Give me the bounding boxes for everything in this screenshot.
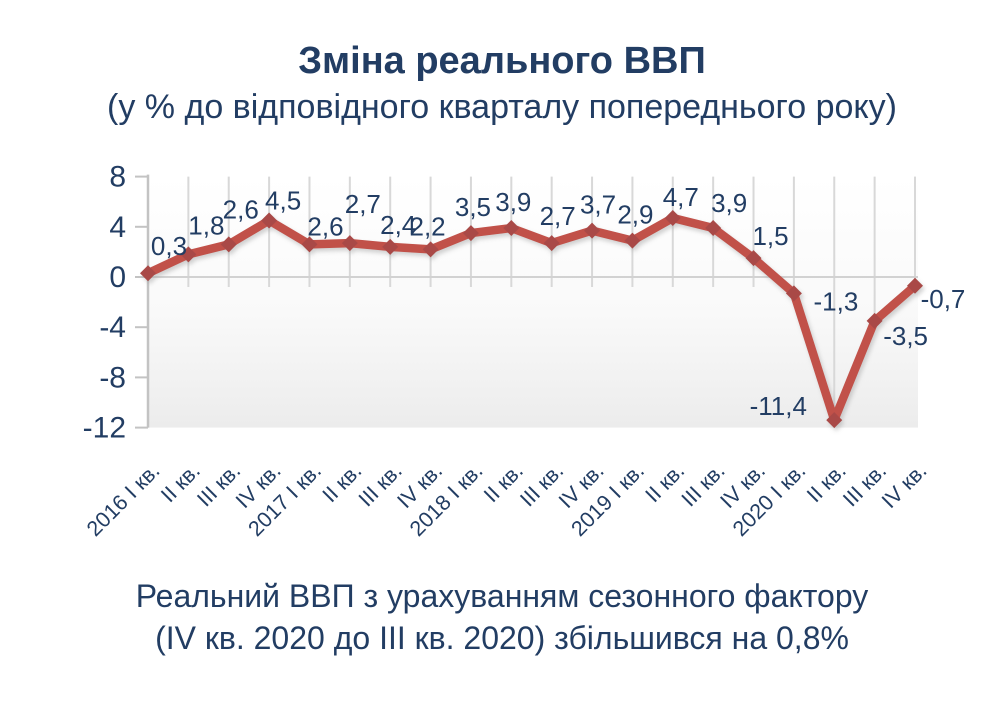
data-point-marker xyxy=(180,246,197,263)
data-point-marker xyxy=(624,232,641,249)
y-tick-label: 8 xyxy=(109,161,126,194)
data-label: 4,7 xyxy=(663,182,699,212)
data-label: 3,7 xyxy=(580,190,616,220)
data-point-marker xyxy=(785,285,802,302)
data-label: -1,3 xyxy=(813,286,858,316)
data-label: -11,4 xyxy=(750,391,807,421)
data-label: 1,8 xyxy=(188,210,224,240)
data-point-marker xyxy=(462,225,479,242)
data-point-marker xyxy=(826,412,843,429)
data-point-marker xyxy=(382,238,399,255)
y-tick-label: -8 xyxy=(99,361,126,394)
gdp-line-chart: 840-4-8-120,31,82,6 4,52,62,72,42,23,5 3,9… xyxy=(82,161,965,541)
data-label: 3,5 xyxy=(455,192,491,222)
gdp-series xyxy=(140,210,923,429)
data-label: 3,9 xyxy=(711,188,747,218)
chart-footnote-line1: Реальний ВВП з урахуванням сезонного фак… xyxy=(135,578,869,614)
data-point-marker xyxy=(301,236,318,253)
data-label: 2,9 xyxy=(617,200,653,230)
data-label: 2,4 xyxy=(380,210,416,240)
data-point-marker xyxy=(705,220,722,237)
data-point-marker xyxy=(543,235,560,252)
data-label: 4,5 xyxy=(265,186,301,216)
page-subtitle: (у % до відповідного кварталу попередньо… xyxy=(107,88,897,126)
y-tick-label: 4 xyxy=(109,211,126,244)
data-point-marker xyxy=(745,250,762,267)
data-label: -3,5 xyxy=(883,321,928,351)
data-point-marker xyxy=(261,212,278,229)
data-point-marker xyxy=(422,241,439,258)
data-point-marker xyxy=(220,236,237,253)
data-point-marker xyxy=(140,265,156,282)
series-line xyxy=(143,213,920,425)
data-label: 3,9 xyxy=(495,187,531,217)
data-label: 2,7 xyxy=(345,189,381,219)
data-point-marker xyxy=(866,312,883,329)
chart-footnote-line2: (IV кв. 2020 до III кв. 2020) збільшився… xyxy=(155,620,849,656)
data-label: 2,6 xyxy=(223,194,259,224)
page-title: Зміна реального ВВП xyxy=(298,40,706,82)
data-point-marker xyxy=(907,277,923,294)
data-label: -0,7 xyxy=(921,284,966,314)
data-label: 2,7 xyxy=(540,201,576,231)
data-point-marker xyxy=(664,210,681,227)
data-label: 1,5 xyxy=(752,221,788,251)
data-label: 2,6 xyxy=(307,211,343,241)
x-tick-label: 2016 I кв. xyxy=(82,459,164,541)
data-labels: 0,31,82,6 4,52,62,72,42,23,5 3,9 2,7 3,7 2,94… xyxy=(151,182,965,421)
category-gridlines xyxy=(147,176,916,417)
y-tick-label: -12 xyxy=(83,412,126,445)
x-axis-labels: 2016 I кв.II кв.III кв.IV кв.2017 I кв.I… xyxy=(82,459,931,541)
data-point-marker xyxy=(341,235,358,252)
data-point-marker xyxy=(503,220,520,237)
x-tick-label: IV кв. xyxy=(877,459,932,514)
data-point-marker xyxy=(584,222,601,239)
y-tick-label: 0 xyxy=(109,261,126,294)
data-label: 0,3 xyxy=(151,231,187,261)
y-tick-label: -4 xyxy=(99,311,126,344)
y-axis: 8 4 0 -4 -8 -12 xyxy=(83,161,150,445)
data-label: 2,2 xyxy=(410,211,446,241)
plot-area-background xyxy=(148,176,918,428)
